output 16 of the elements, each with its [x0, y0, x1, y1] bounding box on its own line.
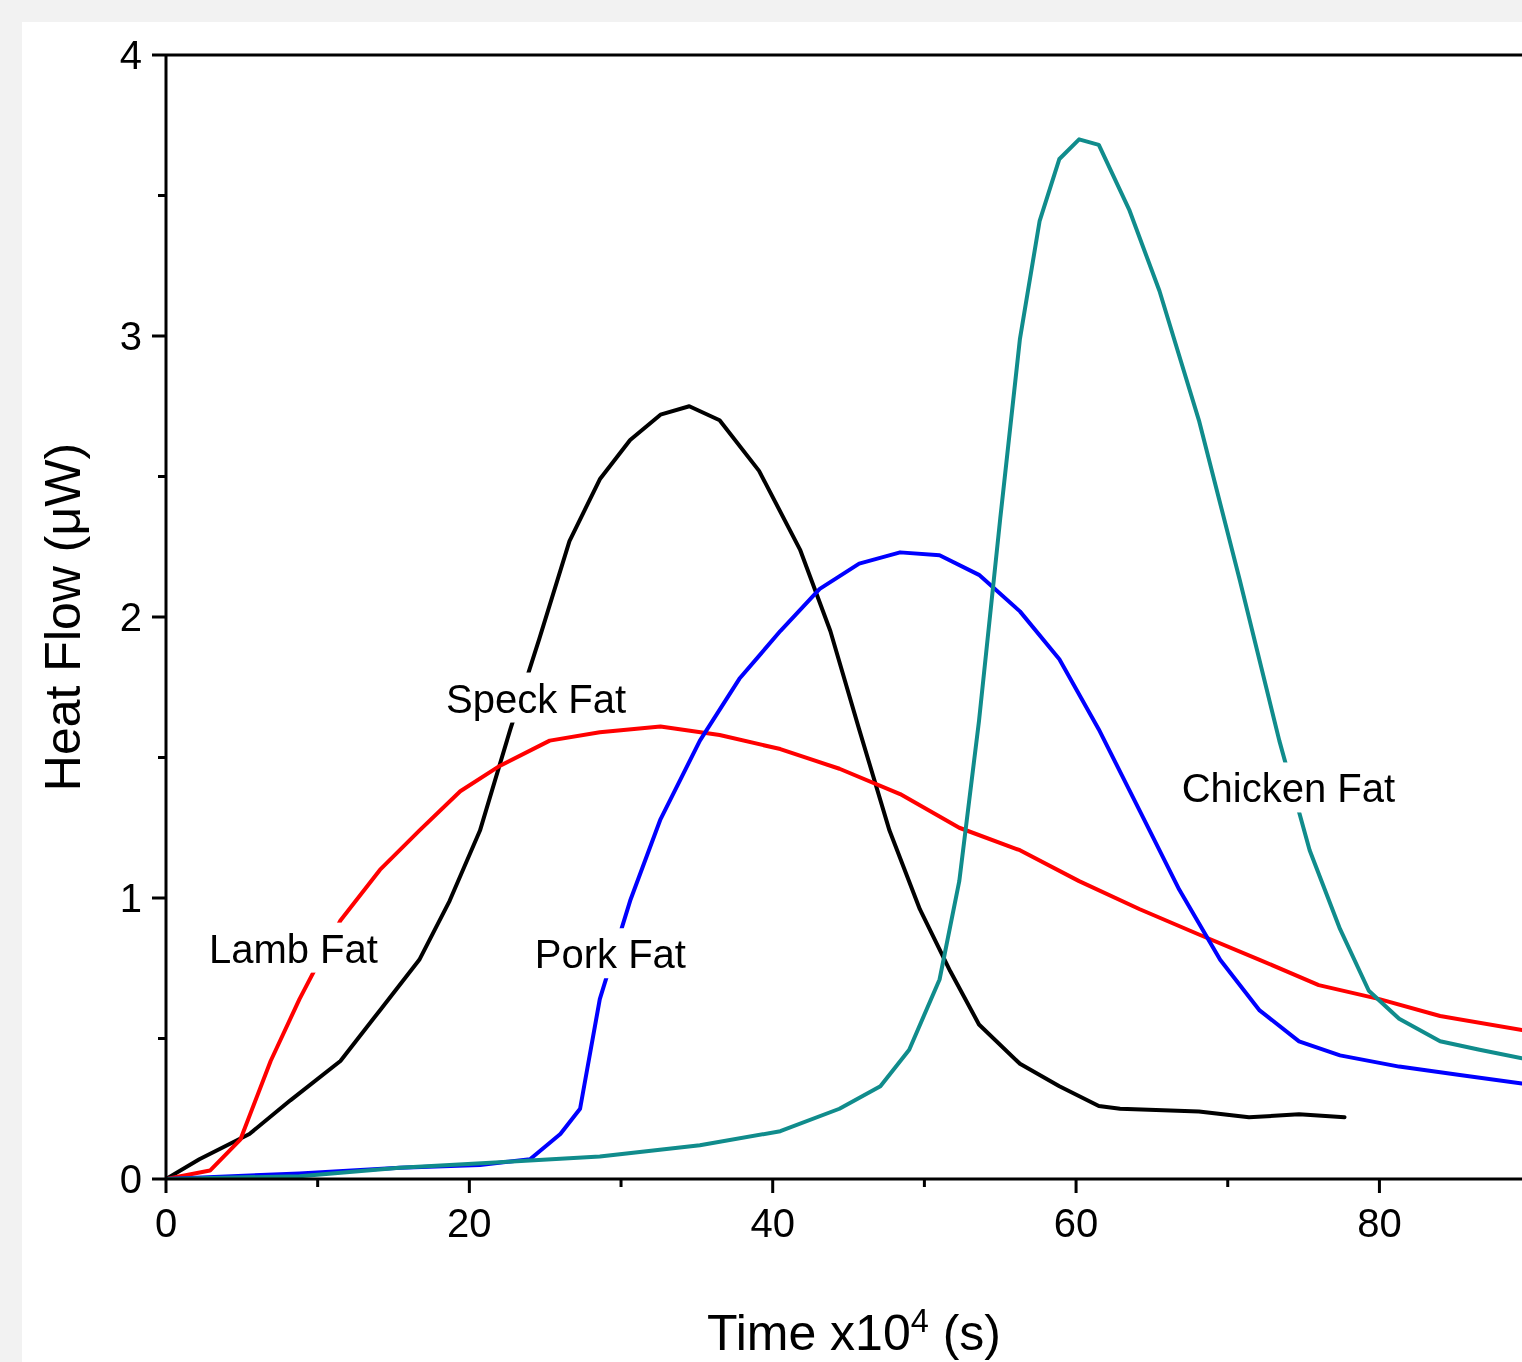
series-label: Chicken Fat — [1181, 766, 1396, 811]
series-label: Speck Fat — [446, 676, 627, 721]
y-tick-label: 3 — [119, 314, 142, 358]
series-label: Lamb Fat — [208, 926, 378, 971]
x-tick-label: 60 — [1053, 1201, 1099, 1245]
x-tick-label: 20 — [447, 1201, 492, 1245]
y-tick-label: 4 — [119, 33, 142, 77]
x-tick-label: 40 — [750, 1201, 795, 1245]
y-tick-label: 2 — [119, 595, 142, 639]
series-label: Pork Fat — [534, 932, 686, 977]
x-axis-title: Time x10$^{4}$ (s) — [706, 1303, 1002, 1361]
y-axis-title: Heat Flow (μW) — [35, 442, 91, 792]
y-tick-label: 1 — [119, 876, 142, 920]
y-tick-label: 0 — [119, 1157, 142, 1201]
x-tick-label: 0 — [154, 1201, 178, 1245]
x-tick-label: 80 — [1357, 1201, 1402, 1245]
